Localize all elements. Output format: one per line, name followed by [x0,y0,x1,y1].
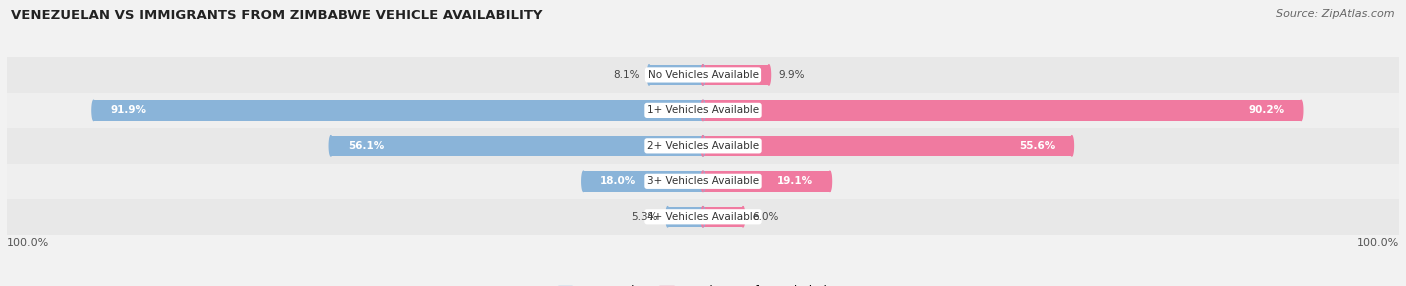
Text: 6.0%: 6.0% [752,212,779,222]
Polygon shape [1301,100,1303,121]
Polygon shape [703,171,704,192]
Text: 91.9%: 91.9% [111,106,146,115]
Text: 1+ Vehicles Available: 1+ Vehicles Available [647,106,759,115]
Polygon shape [329,136,332,156]
Text: 8.1%: 8.1% [613,70,640,80]
Text: 9.9%: 9.9% [779,70,806,80]
Bar [583,171,703,192]
Polygon shape [1071,136,1073,156]
Bar [7,164,1399,199]
Polygon shape [703,100,704,121]
Bar [703,171,830,192]
Bar [7,199,1399,235]
Text: No Vehicles Available: No Vehicles Available [648,70,758,80]
Bar [7,93,1399,128]
Bar [703,136,1071,156]
Bar [703,65,769,85]
Text: 19.1%: 19.1% [778,176,813,186]
Text: 2+ Vehicles Available: 2+ Vehicles Available [647,141,759,151]
Polygon shape [666,206,668,227]
Polygon shape [647,65,650,85]
Text: 3+ Vehicles Available: 3+ Vehicles Available [647,176,759,186]
Polygon shape [830,171,831,192]
Bar [7,57,1399,93]
Text: VENEZUELAN VS IMMIGRANTS FROM ZIMBABWE VEHICLE AVAILABILITY: VENEZUELAN VS IMMIGRANTS FROM ZIMBABWE V… [11,9,543,21]
Text: 5.3%: 5.3% [631,212,658,222]
Polygon shape [769,65,770,85]
Text: 56.1%: 56.1% [347,141,384,151]
Polygon shape [702,65,703,85]
Polygon shape [703,65,704,85]
Text: 55.6%: 55.6% [1019,141,1054,151]
Polygon shape [702,100,703,121]
Text: 90.2%: 90.2% [1249,106,1284,115]
Polygon shape [702,136,703,156]
Text: 4+ Vehicles Available: 4+ Vehicles Available [647,212,759,222]
Polygon shape [582,171,583,192]
Text: 100.0%: 100.0% [7,238,49,248]
Bar [94,100,703,121]
Bar [7,128,1399,164]
Legend: Venezuelan, Immigrants from Zimbabwe: Venezuelan, Immigrants from Zimbabwe [554,281,852,286]
Polygon shape [702,206,703,227]
Bar [703,206,742,227]
Polygon shape [742,206,745,227]
Bar [650,65,703,85]
Polygon shape [703,206,704,227]
Polygon shape [703,136,704,156]
Bar [668,206,703,227]
Polygon shape [702,171,703,192]
Bar [703,100,1301,121]
Bar [332,136,703,156]
Polygon shape [91,100,94,121]
Text: 100.0%: 100.0% [1357,238,1399,248]
Text: 18.0%: 18.0% [600,176,637,186]
Text: Source: ZipAtlas.com: Source: ZipAtlas.com [1277,9,1395,19]
